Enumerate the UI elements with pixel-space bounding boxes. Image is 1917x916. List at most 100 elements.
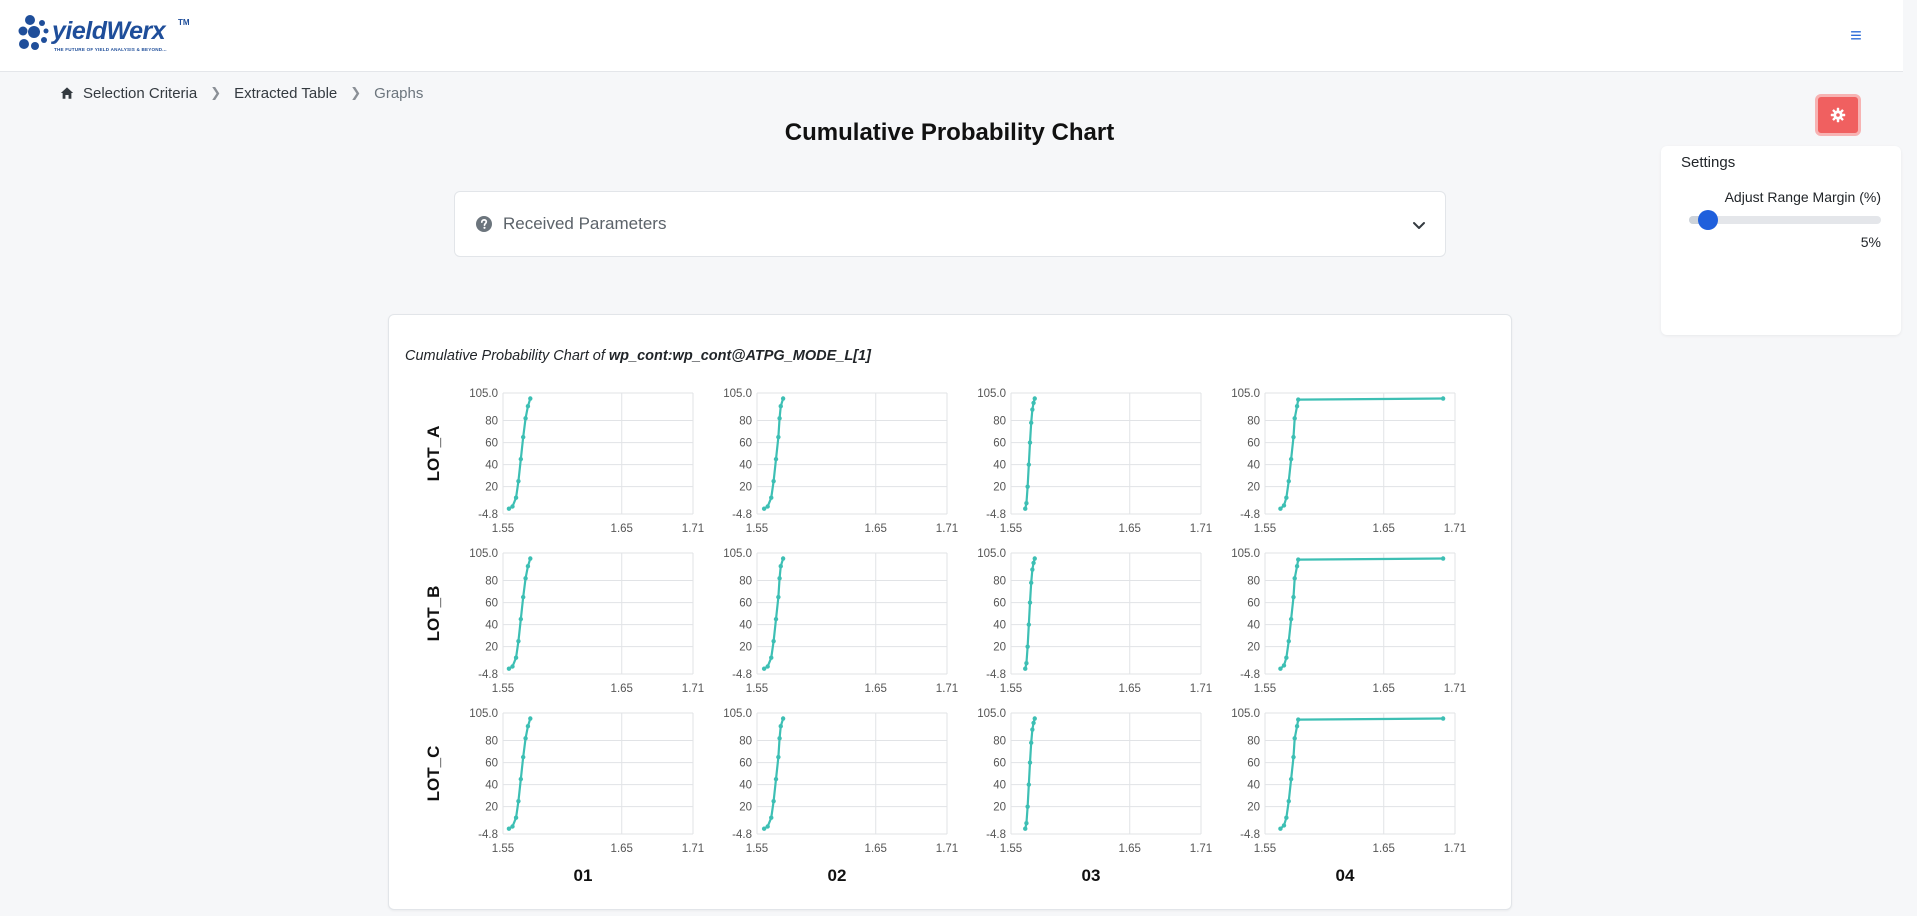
data-point: [1281, 823, 1287, 828]
y-tick-label: 20: [485, 802, 498, 814]
data-point: [510, 824, 515, 829]
data-point: [1024, 661, 1029, 666]
range-margin-label: Adjust Range Margin (%): [1724, 189, 1881, 205]
data-point: [1284, 815, 1289, 820]
received-parameters-accordion[interactable]: Received Parameters: [454, 191, 1446, 257]
x-tick-label: 1.55: [1254, 843, 1276, 855]
x-tick-label: 1.65: [865, 683, 887, 695]
data-point: [1032, 556, 1037, 561]
data-point: [778, 404, 783, 409]
yieldwerx-logo[interactable]: yieldWerx TM THE FUTURE OF YIELD ANALYSI…: [18, 12, 193, 58]
y-tick-label: -4.8: [1240, 509, 1260, 521]
data-point: [1030, 727, 1035, 732]
x-tick-label: 1.71: [682, 843, 704, 855]
x-tick-label: 1.65: [1373, 683, 1395, 695]
y-tick-label: 105.0: [1231, 708, 1260, 720]
data-point: [525, 724, 531, 729]
x-tick-label: 1.65: [1373, 843, 1395, 855]
y-tick-label: 20: [739, 642, 752, 654]
y-tick-label: -4.8: [478, 669, 498, 681]
data-point: [518, 616, 524, 622]
series-line-lot_c-01: [508, 718, 532, 830]
x-tick-label: 1.65: [1373, 523, 1395, 535]
data-point: [761, 666, 767, 671]
data-point: [1026, 622, 1032, 627]
data-point: [1288, 456, 1294, 462]
x-tick-label: 1.55: [492, 523, 514, 535]
settings-button[interactable]: [1815, 94, 1861, 136]
data-point: [769, 655, 774, 660]
y-tick-label: 105.0: [977, 388, 1006, 400]
hamburger-icon[interactable]: ≡: [1850, 25, 1862, 47]
x-tick-label: 1.55: [746, 843, 768, 855]
row-label-lot_a: LOT_A: [424, 426, 443, 482]
settings-title: Settings: [1681, 154, 1736, 171]
y-tick-label: 20: [993, 802, 1006, 814]
y-tick-label: 80: [1247, 576, 1260, 588]
question-circle-icon: [476, 216, 492, 232]
data-point: [1027, 600, 1033, 605]
series-line-lot_b-02: [763, 558, 785, 670]
data-point: [776, 754, 781, 760]
y-tick-label: 60: [993, 758, 1006, 770]
data-point: [516, 638, 521, 644]
logo-tagline: THE FUTURE OF YIELD ANALYSIS & BEYOND...: [54, 47, 167, 52]
series-line-lot_b-01: [508, 558, 532, 670]
y-tick-label: 105.0: [723, 388, 752, 400]
breadcrumb-label: Extracted Table: [234, 84, 338, 102]
data-point: [1028, 420, 1034, 425]
y-tick-label: 60: [1247, 438, 1260, 450]
chevron-right-icon: ❯: [210, 85, 222, 100]
y-tick-label: -4.8: [732, 669, 752, 681]
chevron-down-icon: [1413, 222, 1425, 229]
y-tick-label: 80: [485, 736, 498, 748]
data-point: [1291, 594, 1296, 600]
data-point: [1023, 826, 1028, 831]
y-tick-label: -4.8: [1240, 669, 1260, 681]
gear-icon: [1830, 107, 1846, 123]
breadcrumb-graphs: Graphs: [374, 85, 423, 102]
data-point: [1031, 560, 1036, 566]
chart-caption-prefix: Cumulative Probability Chart of: [405, 348, 609, 364]
breadcrumb-selection-criteria[interactable]: Selection Criteria: [60, 85, 197, 102]
range-margin-thumb[interactable]: [1698, 210, 1719, 230]
data-point: [1296, 557, 1301, 562]
series-line-lot_a-02: [763, 398, 785, 510]
series-line-lot_a-04: [1279, 397, 1444, 510]
x-tick-label: 1.55: [1000, 523, 1022, 535]
data-point: [1291, 754, 1296, 760]
data-point: [1292, 416, 1297, 421]
series-line-lot_a-03: [1024, 398, 1036, 509]
y-tick-label: 80: [739, 416, 752, 428]
x-tick-label: 1.71: [1190, 683, 1212, 695]
data-point: [1026, 462, 1032, 467]
x-tick-label: 1.65: [865, 523, 887, 535]
data-point: [1025, 804, 1030, 809]
data-point: [506, 666, 512, 671]
range-margin-slider[interactable]: [1689, 210, 1881, 230]
data-point: [523, 736, 528, 741]
x-tick-label: 1.65: [611, 843, 633, 855]
data-point: [1026, 782, 1032, 787]
data-point: [1288, 616, 1294, 622]
data-point: [1292, 576, 1297, 581]
data-point: [513, 655, 519, 660]
data-point: [1286, 798, 1291, 804]
data-point: [1288, 776, 1294, 782]
y-tick-label: -4.8: [732, 509, 752, 521]
logo-text: yieldWerx: [52, 17, 166, 45]
cumulative-probability-grid: LOT_A 105.0 80 60 40 20 -4.8 1.55 1.65 1.71 105.0 8…: [424, 388, 1466, 885]
x-tick-label: 1.65: [1119, 843, 1141, 855]
x-tick-label: 1.65: [1119, 683, 1141, 695]
data-point: [520, 754, 526, 760]
breadcrumb-extracted-table[interactable]: Extracted Table: [234, 85, 337, 102]
data-point: [780, 396, 786, 401]
y-tick-label: 20: [739, 802, 752, 814]
data-point: [1027, 760, 1033, 765]
y-tick-label: 60: [739, 758, 752, 770]
data-point: [528, 556, 533, 561]
data-point: [761, 506, 767, 511]
column-label-01: 01: [574, 866, 593, 885]
y-tick-label: 40: [485, 460, 498, 472]
breadcrumb-label: Graphs: [374, 84, 424, 102]
